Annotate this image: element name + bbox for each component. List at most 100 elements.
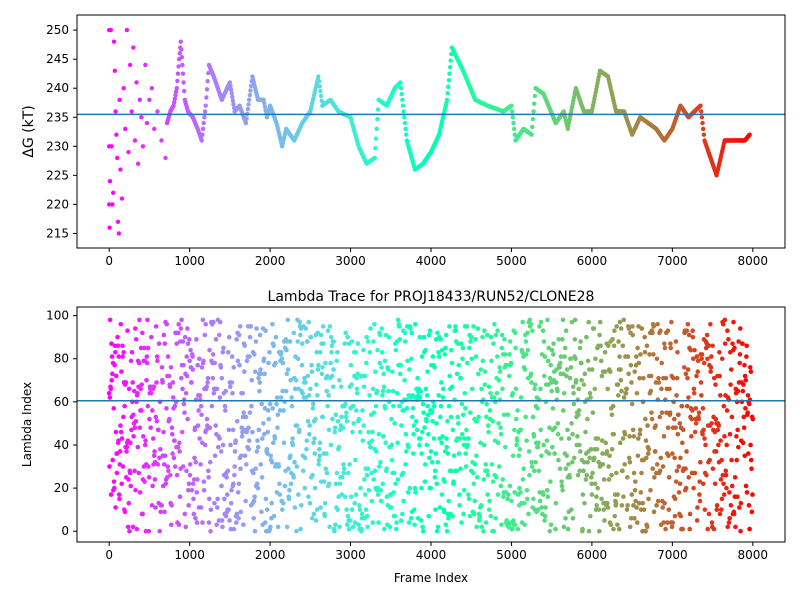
lambda-point	[626, 326, 632, 331]
lambda-point	[120, 354, 125, 359]
delta-g-point	[201, 120, 206, 126]
y-tick-label: 240	[46, 81, 69, 95]
lambda-point	[653, 423, 658, 428]
lambda-point	[165, 354, 171, 359]
lambda-point	[322, 500, 328, 506]
lambda-point	[214, 386, 220, 392]
lambda-point	[741, 425, 747, 431]
lambda-point	[729, 457, 734, 463]
lambda-point	[191, 496, 196, 502]
lambda-point	[201, 479, 207, 484]
lambda-point	[111, 406, 116, 411]
delta-g-point	[445, 91, 450, 96]
lambda-point	[118, 321, 124, 327]
lambda-point	[320, 365, 325, 370]
lambda-point	[609, 446, 615, 452]
lambda-point	[563, 466, 569, 471]
lambda-point	[463, 406, 468, 411]
delta-g-point	[111, 190, 116, 196]
lambda-point	[420, 528, 426, 534]
lambda-point	[357, 507, 363, 512]
lambda-point	[396, 324, 402, 329]
lambda-point	[408, 515, 414, 521]
lambda-point	[146, 528, 152, 534]
lambda-point	[471, 324, 476, 329]
lambda-point	[706, 511, 712, 517]
lambda-point	[422, 479, 428, 484]
lambda-point	[509, 498, 514, 504]
lambda-point	[202, 442, 208, 448]
lambda-point	[308, 386, 313, 392]
delta-g-point	[529, 132, 534, 137]
lambda-point	[721, 492, 727, 497]
lambda-point	[694, 518, 700, 523]
lambda-point	[685, 321, 691, 327]
delta-g-point	[176, 64, 181, 69]
lambda-point	[138, 345, 144, 351]
lambda-point	[700, 431, 705, 437]
lambda-point	[314, 507, 320, 512]
y-tick-label: 235	[46, 110, 69, 124]
lambda-point	[322, 513, 328, 519]
lambda-point	[236, 332, 242, 338]
lambda-point	[588, 446, 594, 452]
lambda-point	[692, 347, 697, 353]
lambda-point	[606, 477, 612, 482]
lambda-point	[122, 403, 127, 409]
lambda-point	[360, 408, 365, 413]
lambda-point	[547, 528, 553, 534]
lambda-point	[471, 481, 477, 487]
lambda-point	[367, 393, 372, 398]
lambda-point	[743, 378, 749, 383]
lambda-point	[154, 418, 160, 424]
lambda-point	[267, 349, 272, 355]
lambda-point	[364, 360, 369, 366]
lambda-point	[426, 513, 432, 519]
lambda-point	[717, 373, 722, 379]
lambda-point	[671, 416, 677, 422]
x-tick-label: 3000	[335, 254, 366, 268]
lambda-point	[422, 425, 427, 431]
lambda-point	[431, 436, 437, 441]
lambda-point	[491, 528, 497, 534]
lambda-point	[709, 421, 714, 426]
lambda-point	[513, 345, 518, 351]
lambda-point	[571, 401, 577, 407]
delta-g-point	[204, 87, 210, 92]
lambda-point	[195, 423, 201, 428]
lambda-point	[703, 442, 708, 448]
lambda-point	[573, 378, 579, 383]
lambda-point	[466, 436, 471, 441]
lambda-point	[520, 349, 525, 355]
lambda-point	[434, 528, 440, 534]
lambda-point	[407, 367, 412, 372]
lambda-point	[428, 485, 433, 491]
lambda-point	[445, 451, 451, 456]
lambda-point	[737, 360, 742, 366]
lambda-point	[515, 408, 520, 413]
lambda-point	[718, 438, 723, 443]
lambda-point	[435, 330, 440, 336]
lambda-point	[683, 466, 688, 471]
lambda-point	[326, 393, 331, 398]
y-tick-label: 0	[61, 524, 69, 538]
delta-g-point	[509, 109, 515, 114]
lambda-point	[412, 485, 418, 491]
lambda-point	[275, 425, 280, 431]
lambda-point	[365, 466, 371, 471]
lambda-point	[597, 528, 602, 534]
lambda-point	[548, 479, 553, 484]
delta-g-point	[144, 120, 150, 126]
lambda-point	[659, 410, 665, 415]
lambda-point	[317, 453, 322, 459]
lambda-point	[255, 444, 261, 450]
lambda-point	[604, 449, 610, 454]
lambda-point	[582, 371, 588, 377]
lambda-point	[234, 511, 240, 517]
lambda-point	[541, 442, 546, 448]
lambda-point	[206, 475, 211, 480]
lambda-point	[654, 503, 659, 508]
lambda-point	[389, 442, 395, 448]
y-tick-label: 225	[46, 168, 69, 182]
lambda-point	[314, 382, 319, 387]
